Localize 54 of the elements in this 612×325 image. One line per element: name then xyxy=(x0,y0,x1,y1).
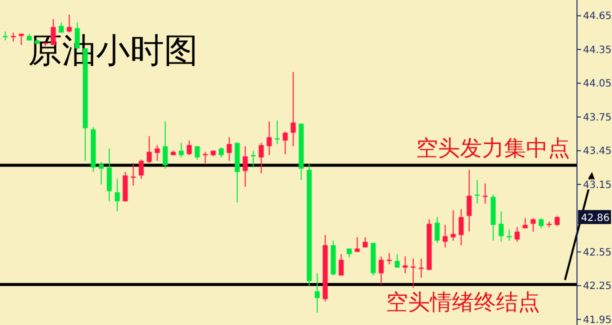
candlestick xyxy=(202,151,208,164)
candlestick xyxy=(314,272,320,314)
candlestick xyxy=(450,210,456,242)
candlestick xyxy=(114,178,120,212)
candlestick xyxy=(362,236,368,248)
y-tick-label: 43.75 xyxy=(583,112,612,124)
candlestick xyxy=(226,136,232,162)
candlestick xyxy=(458,208,464,246)
candlestick xyxy=(290,71,296,147)
y-tick-label: 44.65 xyxy=(583,11,612,22)
candlestick xyxy=(154,144,160,162)
y-tick-label: 44.05 xyxy=(583,78,612,90)
candlestick xyxy=(418,258,424,278)
candlestick xyxy=(98,161,104,185)
candlestick xyxy=(474,179,480,204)
candlestick xyxy=(282,131,288,155)
candlestick xyxy=(338,254,344,276)
candlestick xyxy=(498,210,504,242)
y-tick-label: 42.55 xyxy=(583,247,612,258)
candlestick xyxy=(258,142,264,174)
candlestick xyxy=(538,218,544,229)
candlestick xyxy=(442,224,448,248)
y-tick-label: 42.25 xyxy=(583,281,612,292)
candlestick xyxy=(138,159,144,180)
candlestick xyxy=(378,256,384,286)
candlestick xyxy=(146,136,152,164)
y-tick-label: 41.95 xyxy=(583,314,612,325)
candlestick xyxy=(514,226,520,242)
candlestick xyxy=(434,216,440,244)
candlestick xyxy=(250,150,256,168)
candlestick xyxy=(66,14,72,34)
annotation: 空头情绪终结点 xyxy=(386,290,540,316)
candlestick xyxy=(530,218,536,232)
y-tick-label: 44.35 xyxy=(583,44,612,56)
price-tag: 42.86 xyxy=(578,210,611,224)
candlestick xyxy=(482,182,488,204)
candlestick xyxy=(162,120,168,170)
candlestick xyxy=(218,146,224,158)
candlestick xyxy=(394,254,400,268)
candlestick xyxy=(18,33,24,46)
candlestick xyxy=(506,228,512,242)
y-tick-label: 43.45 xyxy=(583,146,612,158)
candlestick xyxy=(186,140,192,156)
annotation: 空头发力集中点 xyxy=(416,136,570,162)
candlestick xyxy=(522,218,528,229)
candlestick xyxy=(554,215,560,227)
candlestick xyxy=(106,148,112,202)
candlestick xyxy=(266,120,272,156)
candlestick xyxy=(130,162,136,186)
candlestick xyxy=(354,236,360,252)
candlestick xyxy=(242,146,248,188)
candlestick xyxy=(194,146,200,160)
candlestick xyxy=(178,142,184,158)
candlestick xyxy=(466,169,472,232)
